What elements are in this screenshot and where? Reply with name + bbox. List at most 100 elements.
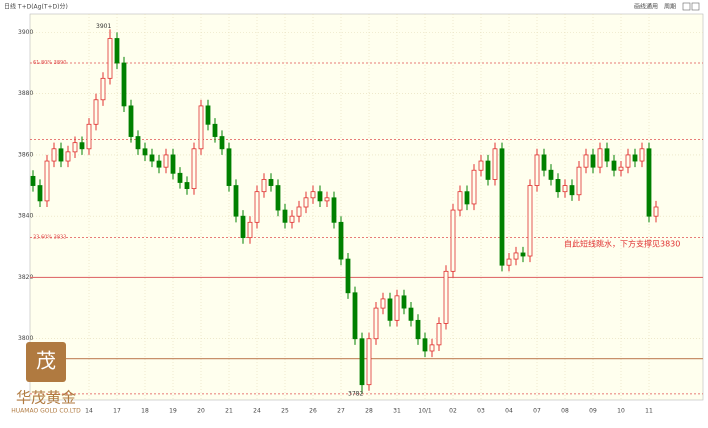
candle-body	[380, 298, 386, 309]
candle-body	[450, 209, 456, 272]
candle-body	[485, 160, 491, 180]
y-tick-label: 3800	[18, 335, 33, 342]
annotation: 3901	[96, 23, 111, 30]
candle-body	[338, 221, 344, 260]
candle-body	[72, 142, 78, 153]
x-tick-label: 19	[169, 408, 177, 415]
candle-body	[198, 105, 204, 150]
y-tick-label: 3880	[18, 90, 33, 97]
x-tick-label: 10/1	[418, 408, 432, 415]
candle-body	[58, 148, 64, 162]
x-tick-label: 20	[197, 408, 205, 415]
candle-body	[44, 160, 50, 202]
candle-body	[219, 136, 225, 150]
candle-body	[254, 191, 260, 223]
x-tick-label: 26	[309, 408, 317, 415]
level-label: 23.60% 3833	[33, 235, 66, 241]
candle-body	[212, 123, 218, 137]
candle-body	[303, 197, 309, 208]
candle-body	[373, 307, 379, 340]
candle-body	[415, 319, 421, 340]
candle-body	[646, 148, 652, 217]
candle-body	[604, 148, 610, 162]
candle-body	[170, 154, 176, 174]
candle-body	[310, 191, 316, 199]
candle-body	[632, 154, 638, 162]
candle-body	[51, 148, 57, 162]
candle-body	[436, 323, 442, 346]
candle-body	[597, 148, 603, 168]
candle-body	[345, 258, 351, 294]
candle-body	[394, 295, 400, 321]
candle-body	[93, 99, 99, 125]
candle-body	[135, 136, 141, 150]
candle-body	[128, 105, 134, 137]
toolbar-button[interactable]: 周期	[664, 3, 676, 11]
candle-body	[226, 148, 232, 186]
window-controls	[682, 2, 700, 11]
brand-subtitle: HUAMAO GOLD CO.LTD	[11, 408, 81, 415]
candle-body	[275, 185, 281, 211]
candle-body	[478, 160, 484, 171]
candle-body	[618, 166, 624, 171]
brand-name: 华茂黄金	[16, 389, 76, 407]
y-tick-label: 3900	[18, 29, 33, 36]
y-tick-label: 3820	[18, 274, 33, 281]
candle-body	[422, 338, 428, 352]
candle-body	[443, 270, 449, 324]
candle-body	[506, 258, 512, 266]
candle-body	[401, 295, 407, 309]
candle-body	[576, 166, 582, 196]
candle-body	[296, 206, 302, 217]
x-tick-label: 07	[533, 408, 541, 415]
candle-body	[541, 154, 547, 171]
candle-body	[317, 191, 323, 202]
candle-body	[359, 338, 365, 386]
x-tick-label: 11	[645, 408, 653, 415]
candle-body	[387, 298, 393, 321]
candle-body	[205, 105, 211, 125]
candle-body	[464, 191, 470, 205]
candle-body	[107, 38, 113, 79]
candle-body	[352, 292, 358, 340]
candle-body	[100, 77, 106, 101]
x-tick-label: 09	[589, 408, 597, 415]
candle-body	[590, 154, 596, 168]
candle-body	[331, 197, 337, 223]
y-tick-label: 3860	[18, 151, 33, 158]
candle-body	[520, 252, 526, 257]
toolbar-button[interactable]: 画线通用	[634, 3, 658, 11]
annotation: 自此短线跳水，下方支撑见3830	[564, 238, 680, 248]
candle-body	[142, 148, 148, 156]
candle-body	[555, 179, 561, 193]
x-tick-label: 28	[365, 408, 373, 415]
candle-body	[408, 307, 414, 321]
candle-body	[37, 185, 43, 202]
candle-body	[583, 154, 589, 168]
x-tick-label: 27	[337, 408, 345, 415]
candle-body	[163, 154, 169, 168]
x-tick-label: 21	[225, 408, 233, 415]
candle-body	[625, 154, 631, 168]
candle-body	[156, 160, 162, 168]
candle-body	[548, 169, 554, 180]
x-tick-label: 10	[617, 408, 625, 415]
candle-body	[324, 197, 330, 202]
candle-body	[534, 154, 540, 186]
svg-text:茂: 茂	[36, 349, 56, 373]
candle-body	[65, 151, 71, 162]
x-tick-label: 31	[393, 408, 401, 415]
candle-body	[639, 148, 645, 162]
candle-body	[527, 185, 533, 257]
candle-body	[366, 338, 372, 386]
level-label: 61.80% 3890	[33, 60, 66, 66]
annotation: 3782	[348, 390, 363, 397]
y-tick-label: 3840	[18, 213, 33, 220]
candle-body	[30, 175, 36, 186]
x-tick-label: 08	[561, 408, 569, 415]
x-tick-label: 25	[281, 408, 289, 415]
candle-body	[513, 252, 519, 260]
candle-body	[499, 148, 505, 266]
